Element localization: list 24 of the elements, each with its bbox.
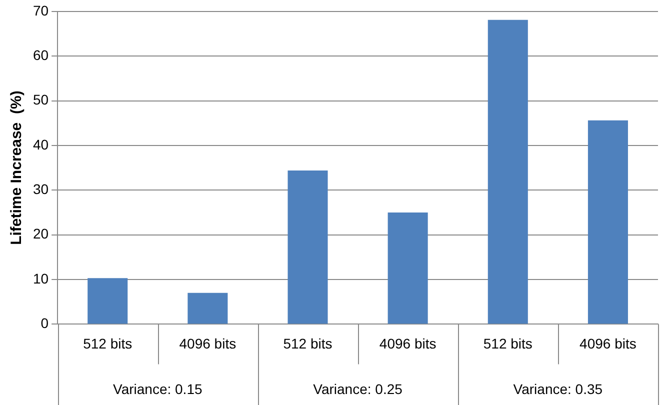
y-tick-label: 50 <box>32 92 49 108</box>
x-tick-label: 512 bits <box>483 335 532 352</box>
x-tick-label: 512 bits <box>83 335 132 352</box>
x-tick-label: 512 bits <box>283 335 332 352</box>
bar <box>588 120 628 324</box>
x-tick-label: 4096 bits <box>179 335 236 352</box>
y-tick-label: 10 <box>32 270 49 286</box>
y-tick-label: 0 <box>40 315 49 332</box>
text: Variance: 0.25 <box>313 380 403 397</box>
bar <box>488 20 528 324</box>
x-tick-label: 4096 bits <box>379 335 436 352</box>
y-tick-label: 40 <box>32 136 49 152</box>
text: Variance: 0.35 <box>513 380 603 397</box>
bar <box>88 278 128 324</box>
y-tick-label: 30 <box>32 181 49 197</box>
bar <box>288 170 328 324</box>
y-tick-label: 20 <box>32 226 49 242</box>
y-axis-title: Lifetime Increase (%) <box>8 90 26 245</box>
bar <box>188 292 228 324</box>
text: Variance: 0.15 <box>113 380 202 397</box>
bar <box>388 212 428 324</box>
x-tick-label: 4096 bits <box>580 335 636 352</box>
y-tick-label: 60 <box>32 46 49 63</box>
y-tick-label: 70 <box>32 2 49 18</box>
